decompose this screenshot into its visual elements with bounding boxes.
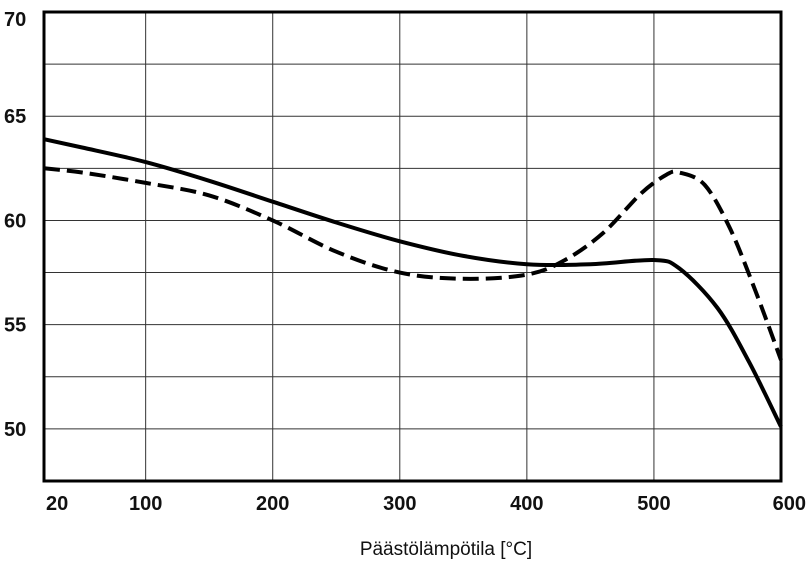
y-tick-label: 50: [4, 419, 26, 441]
x-tick-label: 20: [46, 493, 68, 515]
plot-frame: [42, 10, 783, 483]
x-tick-labels: 20 100 200 300 400 500 600: [46, 493, 806, 515]
x-tick-label: 200: [256, 493, 289, 515]
y-tick-label: 55: [4, 315, 26, 337]
series-line-dashed: [43, 166, 783, 361]
x-tick-label: 400: [510, 493, 543, 515]
y-tick-label: 65: [4, 106, 26, 128]
x-tick-label: 300: [383, 493, 416, 515]
y-tick-label: 60: [4, 210, 26, 232]
y-tick-label: 70: [4, 9, 26, 31]
series-lines: [43, 137, 783, 428]
series-line-solid: [43, 137, 783, 428]
x-tick-label: 500: [637, 493, 670, 515]
x-tick-label: 600: [773, 493, 806, 515]
x-tick-label: 100: [129, 493, 162, 515]
y-tick-labels: 50 55 60 65 70: [4, 9, 26, 441]
x-axis-label: Päästölämpötila [°C]: [360, 539, 532, 560]
